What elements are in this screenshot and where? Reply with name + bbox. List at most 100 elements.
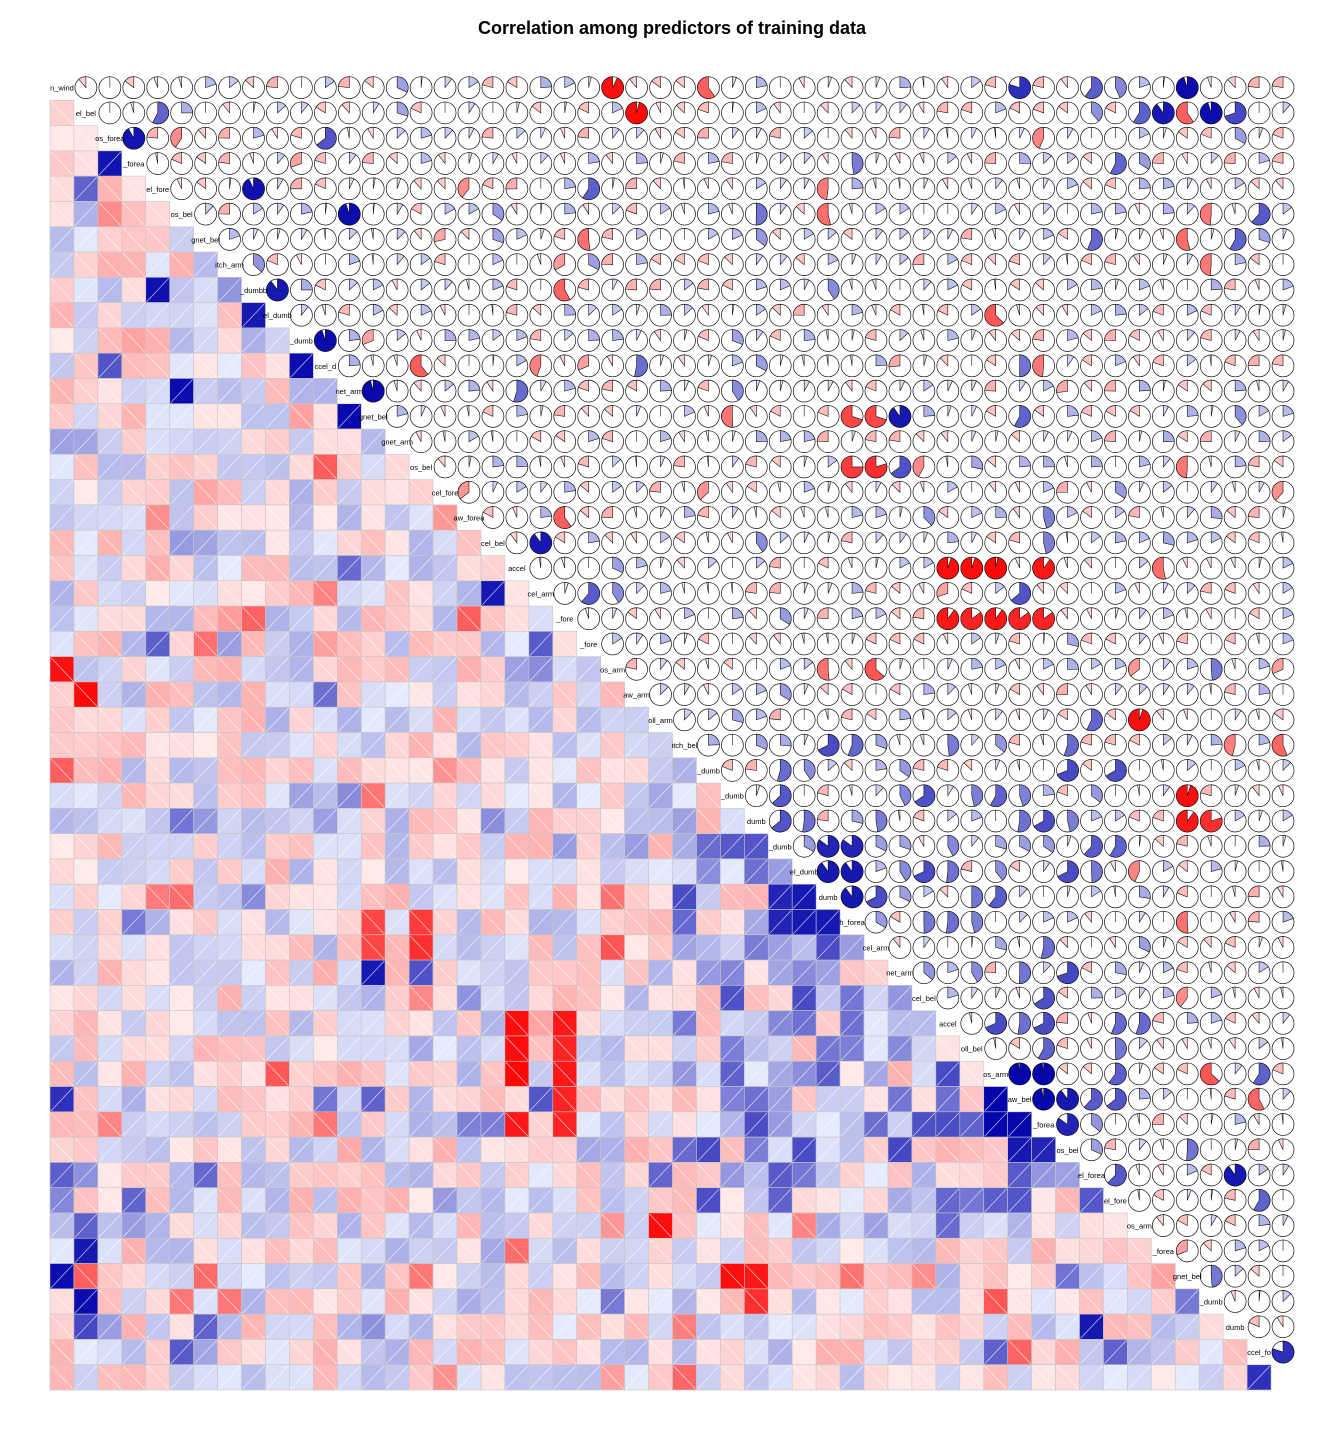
shade-hatch (385, 1264, 409, 1289)
shade-hatch (290, 1289, 313, 1314)
pie-slice (947, 253, 958, 266)
pie-slice (1067, 632, 1079, 647)
shade-hatch (721, 1011, 744, 1036)
pie-slice (444, 76, 453, 89)
pie-slice (697, 101, 709, 114)
shade-hatch (242, 1163, 265, 1187)
shade-hatch (266, 834, 289, 859)
pie-slice (1234, 455, 1247, 468)
shade-hatch (242, 632, 265, 656)
pie-slice (465, 278, 470, 291)
shade-hatch (745, 1036, 768, 1061)
shade-hatch (74, 1365, 98, 1390)
pie-slice (864, 430, 877, 443)
shade-hatch (673, 1036, 696, 1061)
shade-hatch (194, 1087, 217, 1112)
pie-slice (960, 556, 984, 580)
pie-slice (1186, 405, 1199, 417)
shade-hatch (577, 657, 600, 682)
pie-slice (947, 228, 954, 240)
pie-slice (1247, 76, 1260, 88)
shade-hatch (218, 480, 241, 505)
shade-hatch (74, 556, 98, 581)
shade-hatch (433, 581, 457, 606)
shade-hatch (170, 455, 193, 479)
shade-hatch (505, 707, 529, 732)
shade-hatch (194, 353, 217, 378)
pie-slice (588, 76, 592, 88)
shade-hatch (577, 809, 600, 833)
shade-hatch (122, 1112, 146, 1137)
pie-slice (346, 126, 350, 139)
pie-slice (420, 76, 423, 88)
shade-hatch (385, 834, 409, 859)
pie-slice (756, 253, 764, 266)
pie-slice (1128, 708, 1151, 732)
shade-hatch (338, 505, 361, 530)
shade-hatch (409, 1239, 433, 1263)
shade-hatch (122, 1087, 146, 1112)
shade-hatch (1223, 1340, 1247, 1364)
shade-hatch (98, 530, 122, 555)
shade-hatch (266, 1011, 289, 1036)
shade-hatch (864, 986, 888, 1010)
shade-hatch (218, 404, 241, 429)
shade-hatch (74, 707, 98, 732)
shade-hatch (361, 682, 385, 707)
shade-hatch (242, 328, 265, 353)
shade-hatch (266, 1137, 289, 1162)
pie-slice (612, 278, 618, 291)
shade-hatch (433, 1163, 457, 1187)
shade-hatch (816, 1340, 840, 1364)
pie-slice (1104, 430, 1116, 443)
shade-hatch (505, 581, 529, 606)
shade-hatch (816, 986, 840, 1010)
shade-hatch (266, 505, 289, 530)
pie-slice (971, 784, 983, 807)
shade-hatch (314, 682, 337, 707)
shade-hatch (170, 682, 193, 707)
pie-slice (1234, 253, 1247, 266)
shade-hatch (170, 505, 193, 530)
pie-slice (848, 202, 853, 215)
pie-slice (1008, 76, 1031, 99)
shade-hatch (529, 606, 553, 631)
shade-hatch (745, 884, 768, 909)
pie-slice (315, 278, 326, 291)
shade-hatch (98, 176, 122, 201)
shade-hatch (170, 707, 193, 732)
pie-slice (649, 278, 661, 291)
shade-hatch (816, 1188, 840, 1213)
shade-hatch (553, 632, 576, 656)
pie-slice (229, 76, 239, 89)
shade-hatch (553, 707, 576, 732)
shade-hatch (577, 1163, 600, 1187)
shade-hatch (194, 1365, 217, 1390)
shade-hatch (505, 1188, 529, 1213)
shade-hatch (266, 1264, 289, 1289)
pie-slice (1139, 76, 1151, 89)
shade-hatch (816, 1365, 840, 1390)
pie-slice (1008, 253, 1020, 266)
shade-hatch (338, 733, 361, 758)
shade-hatch (290, 1213, 313, 1238)
pie-slice (1258, 126, 1264, 139)
shade-hatch (409, 581, 433, 606)
shade-hatch (912, 1289, 936, 1314)
pie-slice (1163, 126, 1167, 139)
pie-slice (1032, 126, 1044, 149)
shade-hatch (457, 1163, 481, 1187)
shade-hatch (50, 1087, 74, 1112)
shade-hatch (864, 1239, 888, 1263)
shade-hatch (433, 1314, 457, 1339)
shade-hatch (481, 1365, 505, 1390)
pie-slice (840, 531, 853, 544)
pie-slice (660, 303, 672, 316)
pie-slice (468, 101, 476, 114)
shade-hatch (242, 581, 265, 606)
shade-hatch (146, 707, 169, 732)
shade-hatch (314, 859, 337, 884)
shade-hatch (553, 1112, 576, 1137)
pie-slice (816, 658, 830, 681)
shade-hatch (553, 935, 576, 960)
